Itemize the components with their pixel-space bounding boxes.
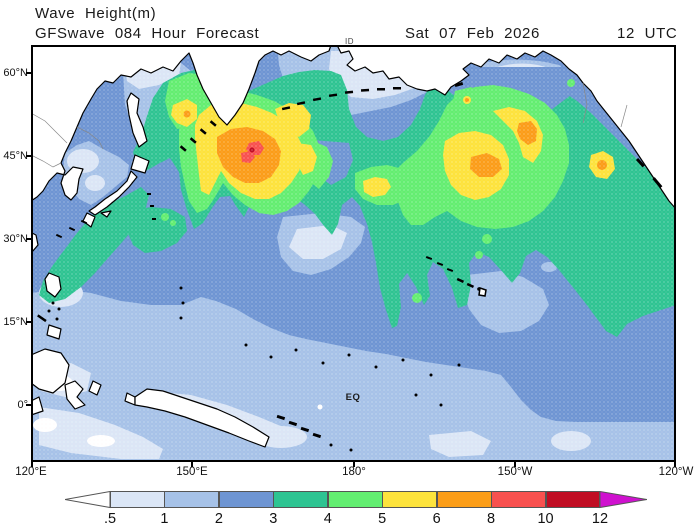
- colorbar-segments: [65, 491, 647, 508]
- colorbar-label: 5: [378, 511, 387, 527]
- lon-label-150e: 150°E: [176, 466, 208, 478]
- chart-title: Wave Height(m): [35, 5, 157, 22]
- colorbar-segment: [382, 491, 438, 508]
- colorbar-label: 6: [432, 511, 441, 527]
- lat-tick: [26, 404, 31, 406]
- map-frame: [31, 45, 676, 462]
- lon-tick: [353, 462, 355, 467]
- lat-label-15n: 15°N: [3, 316, 28, 328]
- dateline-top-label: ID: [345, 37, 354, 46]
- colorbar-segment: [218, 491, 274, 508]
- colorbar-label: 10: [537, 511, 554, 527]
- chart-subtitle: GFSwave 084 Hour Forecast: [35, 25, 260, 42]
- colorbar-segment: [327, 491, 383, 508]
- lat-label-0: 0°: [17, 399, 28, 411]
- colorbar-label: 4: [323, 511, 332, 527]
- lat-tick: [26, 321, 31, 323]
- lon-label-120w: 120°W: [658, 466, 694, 478]
- lon-label-120e: 120°E: [15, 466, 47, 478]
- lat-label-30n: 30°N: [3, 233, 28, 245]
- lat-tick: [26, 238, 31, 240]
- lon-label-180: 180°: [342, 466, 366, 478]
- colorbar-segment: [164, 491, 220, 508]
- lat-tick: [26, 72, 31, 74]
- lat-label-45n: 45°N: [3, 150, 28, 162]
- colorbar-label: 1: [160, 511, 169, 527]
- colorbar-segment: [273, 491, 329, 508]
- colorbar-label: 3: [269, 511, 278, 527]
- valid-time: 12 UTC: [617, 25, 678, 42]
- lat-tick: [26, 155, 31, 157]
- colorbar-label: 2: [214, 511, 223, 527]
- equator-label: EQ: [345, 392, 361, 403]
- colorbar-label: 8: [487, 511, 496, 527]
- lon-label-150w: 150°W: [497, 466, 533, 478]
- hawaii-big-island: [478, 287, 487, 297]
- island-chains: [37, 82, 663, 452]
- lon-tick: [31, 462, 33, 467]
- colorbar-segment: [491, 491, 546, 508]
- lat-label-60n: 60°N: [3, 67, 28, 79]
- colorbar-segment: [545, 491, 601, 508]
- colorbar-label: 12: [591, 511, 609, 527]
- country-borders: [31, 82, 628, 168]
- ocean-stipple-texture: [31, 45, 676, 462]
- colorbar-label: .5: [103, 511, 117, 527]
- lon-tick: [674, 462, 676, 467]
- lon-tick: [191, 462, 193, 467]
- colorbar-labels: .5 1 2 3 4 5 6 8 10 12: [65, 491, 647, 531]
- lon-tick: [514, 462, 516, 467]
- colorbar-segment: [110, 491, 165, 508]
- colorbar-legend: .5 1 2 3 4 5 6 8 10 12: [65, 491, 647, 531]
- colorbar-segment: [436, 491, 492, 508]
- valid-date: Sat 07 Feb 2026: [405, 25, 540, 42]
- wave-height-map: [31, 45, 676, 462]
